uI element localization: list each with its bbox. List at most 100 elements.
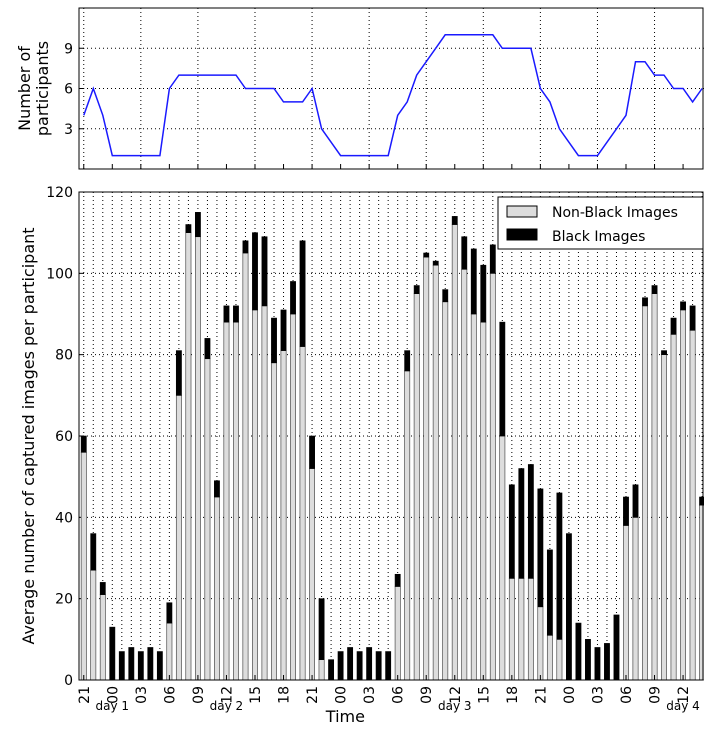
legend: Non-Black Images Black Images	[497, 196, 704, 250]
bar-non-black	[290, 313, 296, 681]
bar-black	[508, 484, 515, 579]
top-ytick-label: 6	[64, 82, 73, 98]
x-tick-label: 06	[162, 686, 178, 704]
bar-non-black	[318, 659, 325, 681]
bar-black	[623, 496, 629, 526]
bar-non-black	[508, 578, 515, 681]
x-tick-label: 12	[219, 686, 235, 704]
bar-black	[290, 281, 296, 315]
bar-black	[204, 338, 211, 360]
bar-non-black	[442, 301, 449, 681]
bar-black	[518, 468, 525, 579]
bar-non-black	[480, 321, 487, 681]
bar-non-black	[689, 329, 696, 681]
x-tick-label: 15	[248, 686, 264, 704]
bar-non-black	[537, 606, 544, 681]
bar-black	[147, 647, 154, 681]
bar-black	[156, 651, 163, 681]
bar-black	[423, 252, 430, 258]
bar-black	[651, 285, 658, 294]
bottom-ytick-label: 0	[64, 673, 73, 689]
bar-black	[223, 305, 230, 323]
bottom-ytick-label: 40	[55, 510, 73, 526]
legend-swatch-non-black	[506, 205, 538, 218]
bar-black	[527, 464, 534, 579]
x-tick-label: 03	[362, 686, 378, 704]
legend-swatch-black	[506, 228, 538, 241]
bar-non-black	[651, 293, 658, 681]
top-ytick-label: 9	[64, 41, 73, 57]
day-label: day 4	[666, 699, 700, 713]
x-tick-label: 03	[590, 686, 606, 704]
bar-black	[489, 244, 496, 274]
bar-non-black	[99, 594, 106, 681]
x-tick-label: 21	[533, 686, 549, 704]
bar-black	[356, 651, 363, 681]
x-tick-label: 12	[676, 686, 692, 704]
bar-non-black	[271, 362, 277, 681]
bar-black	[318, 598, 325, 660]
bar-non-black	[299, 346, 306, 681]
x-tick-label: 15	[476, 686, 492, 704]
bar-black	[175, 350, 182, 396]
x-tick-label: 03	[134, 686, 150, 704]
bar-non-black	[214, 496, 220, 681]
x-tick-label: 09	[648, 686, 664, 704]
bottom-plot-frame	[78, 191, 704, 681]
bar-non-black	[280, 350, 287, 681]
bar-non-black	[175, 395, 182, 681]
bottom-ytick-label: 20	[55, 592, 73, 608]
bar-black	[632, 484, 639, 518]
bar-non-black	[451, 224, 458, 681]
bar-black	[404, 350, 411, 372]
x-tick-label: 00	[105, 686, 121, 704]
bar-non-black	[233, 321, 239, 681]
bar-non-black	[261, 305, 268, 681]
bar-black	[261, 236, 268, 307]
x-tick-label: 00	[334, 686, 350, 704]
bar-black	[271, 317, 277, 364]
bar-black	[309, 435, 315, 469]
bar-black	[328, 659, 335, 681]
bar-non-black	[423, 256, 430, 681]
bar-black	[233, 305, 239, 323]
bar-black	[432, 260, 439, 266]
bar-black	[566, 533, 572, 681]
bar-non-black	[527, 578, 534, 681]
bar-black	[375, 651, 382, 681]
bar-non-black	[670, 334, 677, 681]
bar-black	[242, 240, 249, 254]
day-label: day 3	[438, 699, 472, 713]
bar-black	[689, 305, 696, 331]
x-tick-label: 09	[419, 686, 435, 704]
bar-black	[194, 212, 201, 238]
participants-panel: 3 6 9 Number ofparticipants	[15, 7, 704, 170]
bar-black	[461, 236, 468, 270]
bar-non-black	[499, 435, 506, 681]
x-tick-label: 21	[77, 686, 93, 704]
bar-non-black	[556, 639, 563, 681]
top-y-axis-label-line: Number of	[15, 46, 34, 131]
bar-black	[214, 480, 220, 498]
bar-black	[185, 224, 192, 233]
bottom-ytick-label: 80	[55, 348, 73, 364]
bar-non-black	[680, 309, 686, 681]
bar-non-black	[204, 358, 211, 681]
legend-label-black: Black Images	[552, 229, 645, 245]
bar-black	[413, 285, 420, 294]
bar-black	[347, 647, 354, 681]
participants-line	[83, 34, 703, 157]
bar-non-black	[242, 252, 249, 681]
bar-black	[118, 651, 125, 681]
x-tick-label: 00	[562, 686, 578, 704]
bottom-ytick-label: 60	[55, 429, 73, 445]
bar-black	[680, 301, 686, 311]
bar-non-black	[661, 354, 667, 681]
top-y-axis-label-line: participants	[33, 41, 52, 136]
bar-non-black	[632, 517, 639, 681]
bar-black	[442, 289, 449, 303]
x-tick-label: 18	[505, 686, 521, 704]
bottom-ytick-label: 120	[46, 185, 73, 201]
